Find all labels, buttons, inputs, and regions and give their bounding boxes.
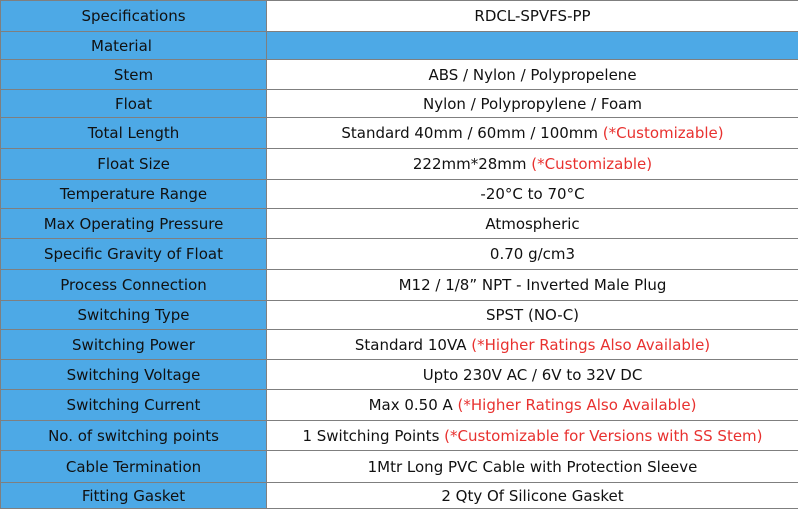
table-row: Fitting Gasket 2 Qty Of Silicone Gasket <box>1 483 798 509</box>
row-value: Standard 40mm / 60mm / 100mm (*Customiza… <box>267 118 798 149</box>
row-value: 1Mtr Long PVC Cable with Protection Slee… <box>267 451 798 483</box>
row-label: Max Operating Pressure <box>1 209 267 239</box>
row-value-text: Standard 10VA <box>355 336 471 354</box>
row-value-text: ABS / Nylon / Polypropelene <box>428 66 636 84</box>
row-note: (*Customizable for Versions with SS Stem… <box>444 427 762 445</box>
row-value: 1 Switching Points (*Customizable for Ve… <box>267 421 798 451</box>
material-value <box>267 32 798 60</box>
row-label: Temperature Range <box>1 180 267 209</box>
row-value: Upto 230V AC / 6V to 32V DC <box>267 360 798 390</box>
row-note: (*Customizable) <box>531 155 652 173</box>
row-label: Switching Power <box>1 330 267 360</box>
table-row: Float Size 222mm*28mm (*Customizable) <box>1 149 798 180</box>
row-value-text: Upto 230V AC / 6V to 32V DC <box>423 366 643 384</box>
row-note: (*Customizable) <box>603 124 724 142</box>
row-value-text: Atmospheric <box>485 215 579 233</box>
row-label: Cable Termination <box>1 451 267 483</box>
row-label: Float Size <box>1 149 267 180</box>
row-label: Fitting Gasket <box>1 483 267 509</box>
table-row: Cable Termination 1Mtr Long PVC Cable wi… <box>1 451 798 483</box>
row-value: M12 / 1/8” NPT - Inverted Male Plug <box>267 270 798 301</box>
row-value-text: 0.70 g/cm3 <box>490 245 575 263</box>
row-value: 0.70 g/cm3 <box>267 239 798 270</box>
row-value: Atmospheric <box>267 209 798 239</box>
row-label: Total Length <box>1 118 267 149</box>
row-value-text: 2 Qty Of Silicone Gasket <box>441 487 623 505</box>
table-row: Total Length Standard 40mm / 60mm / 100m… <box>1 118 798 149</box>
header-value: RDCL-SPVFS-PP <box>267 1 798 32</box>
row-value-text: -20°C to 70°C <box>480 185 584 203</box>
table-row: Process Connection M12 / 1/8” NPT - Inve… <box>1 270 798 301</box>
row-value: 222mm*28mm (*Customizable) <box>267 149 798 180</box>
table-row: Switching Type SPST (NO-C) <box>1 301 798 330</box>
row-value: Max 0.50 A (*Higher Ratings Also Availab… <box>267 390 798 421</box>
table-row: Max Operating Pressure Atmospheric <box>1 209 798 239</box>
row-value-text: 1Mtr Long PVC Cable with Protection Slee… <box>368 458 698 476</box>
row-value-text: SPST (NO-C) <box>486 306 579 324</box>
row-value-text: Standard 40mm / 60mm / 100mm <box>341 124 602 142</box>
table-row: No. of switching points 1 Switching Poin… <box>1 421 798 451</box>
row-label: Specific Gravity of Float <box>1 239 267 270</box>
table-row: Stem ABS / Nylon / Polypropelene <box>1 60 798 90</box>
row-label: Switching Type <box>1 301 267 330</box>
table-row: Temperature Range -20°C to 70°C <box>1 180 798 209</box>
table-header-row: Specifications RDCL-SPVFS-PP <box>1 1 798 32</box>
row-label: Switching Voltage <box>1 360 267 390</box>
table-row: Specific Gravity of Float 0.70 g/cm3 <box>1 239 798 270</box>
row-label: Stem <box>1 60 267 90</box>
row-value-text: M12 / 1/8” NPT - Inverted Male Plug <box>399 276 667 294</box>
row-value: Nylon / Polypropylene / Foam <box>267 90 798 118</box>
material-row: Material <box>1 32 798 60</box>
table-row: Switching Power Standard 10VA (*Higher R… <box>1 330 798 360</box>
row-note: (*Higher Ratings Also Available) <box>458 396 697 414</box>
row-label: Float <box>1 90 267 118</box>
row-label: Process Connection <box>1 270 267 301</box>
header-label: Specifications <box>1 1 267 32</box>
row-value-text: Max 0.50 A <box>369 396 458 414</box>
table-row: Float Nylon / Polypropylene / Foam <box>1 90 798 118</box>
row-note: (*Higher Ratings Also Available) <box>471 336 710 354</box>
material-label: Material <box>1 32 267 60</box>
table-row: Switching Voltage Upto 230V AC / 6V to 3… <box>1 360 798 390</box>
row-value: ABS / Nylon / Polypropelene <box>267 60 798 90</box>
row-value-text: 1 Switching Points <box>302 427 444 445</box>
row-value: Standard 10VA (*Higher Ratings Also Avai… <box>267 330 798 360</box>
row-label: No. of switching points <box>1 421 267 451</box>
row-value-text: 222mm*28mm <box>413 155 531 173</box>
row-value: 2 Qty Of Silicone Gasket <box>267 483 798 509</box>
row-value-text: Nylon / Polypropylene / Foam <box>423 95 642 113</box>
row-value: -20°C to 70°C <box>267 180 798 209</box>
row-label: Switching Current <box>1 390 267 421</box>
row-value: SPST (NO-C) <box>267 301 798 330</box>
table-row: Switching Current Max 0.50 A (*Higher Ra… <box>1 390 798 421</box>
